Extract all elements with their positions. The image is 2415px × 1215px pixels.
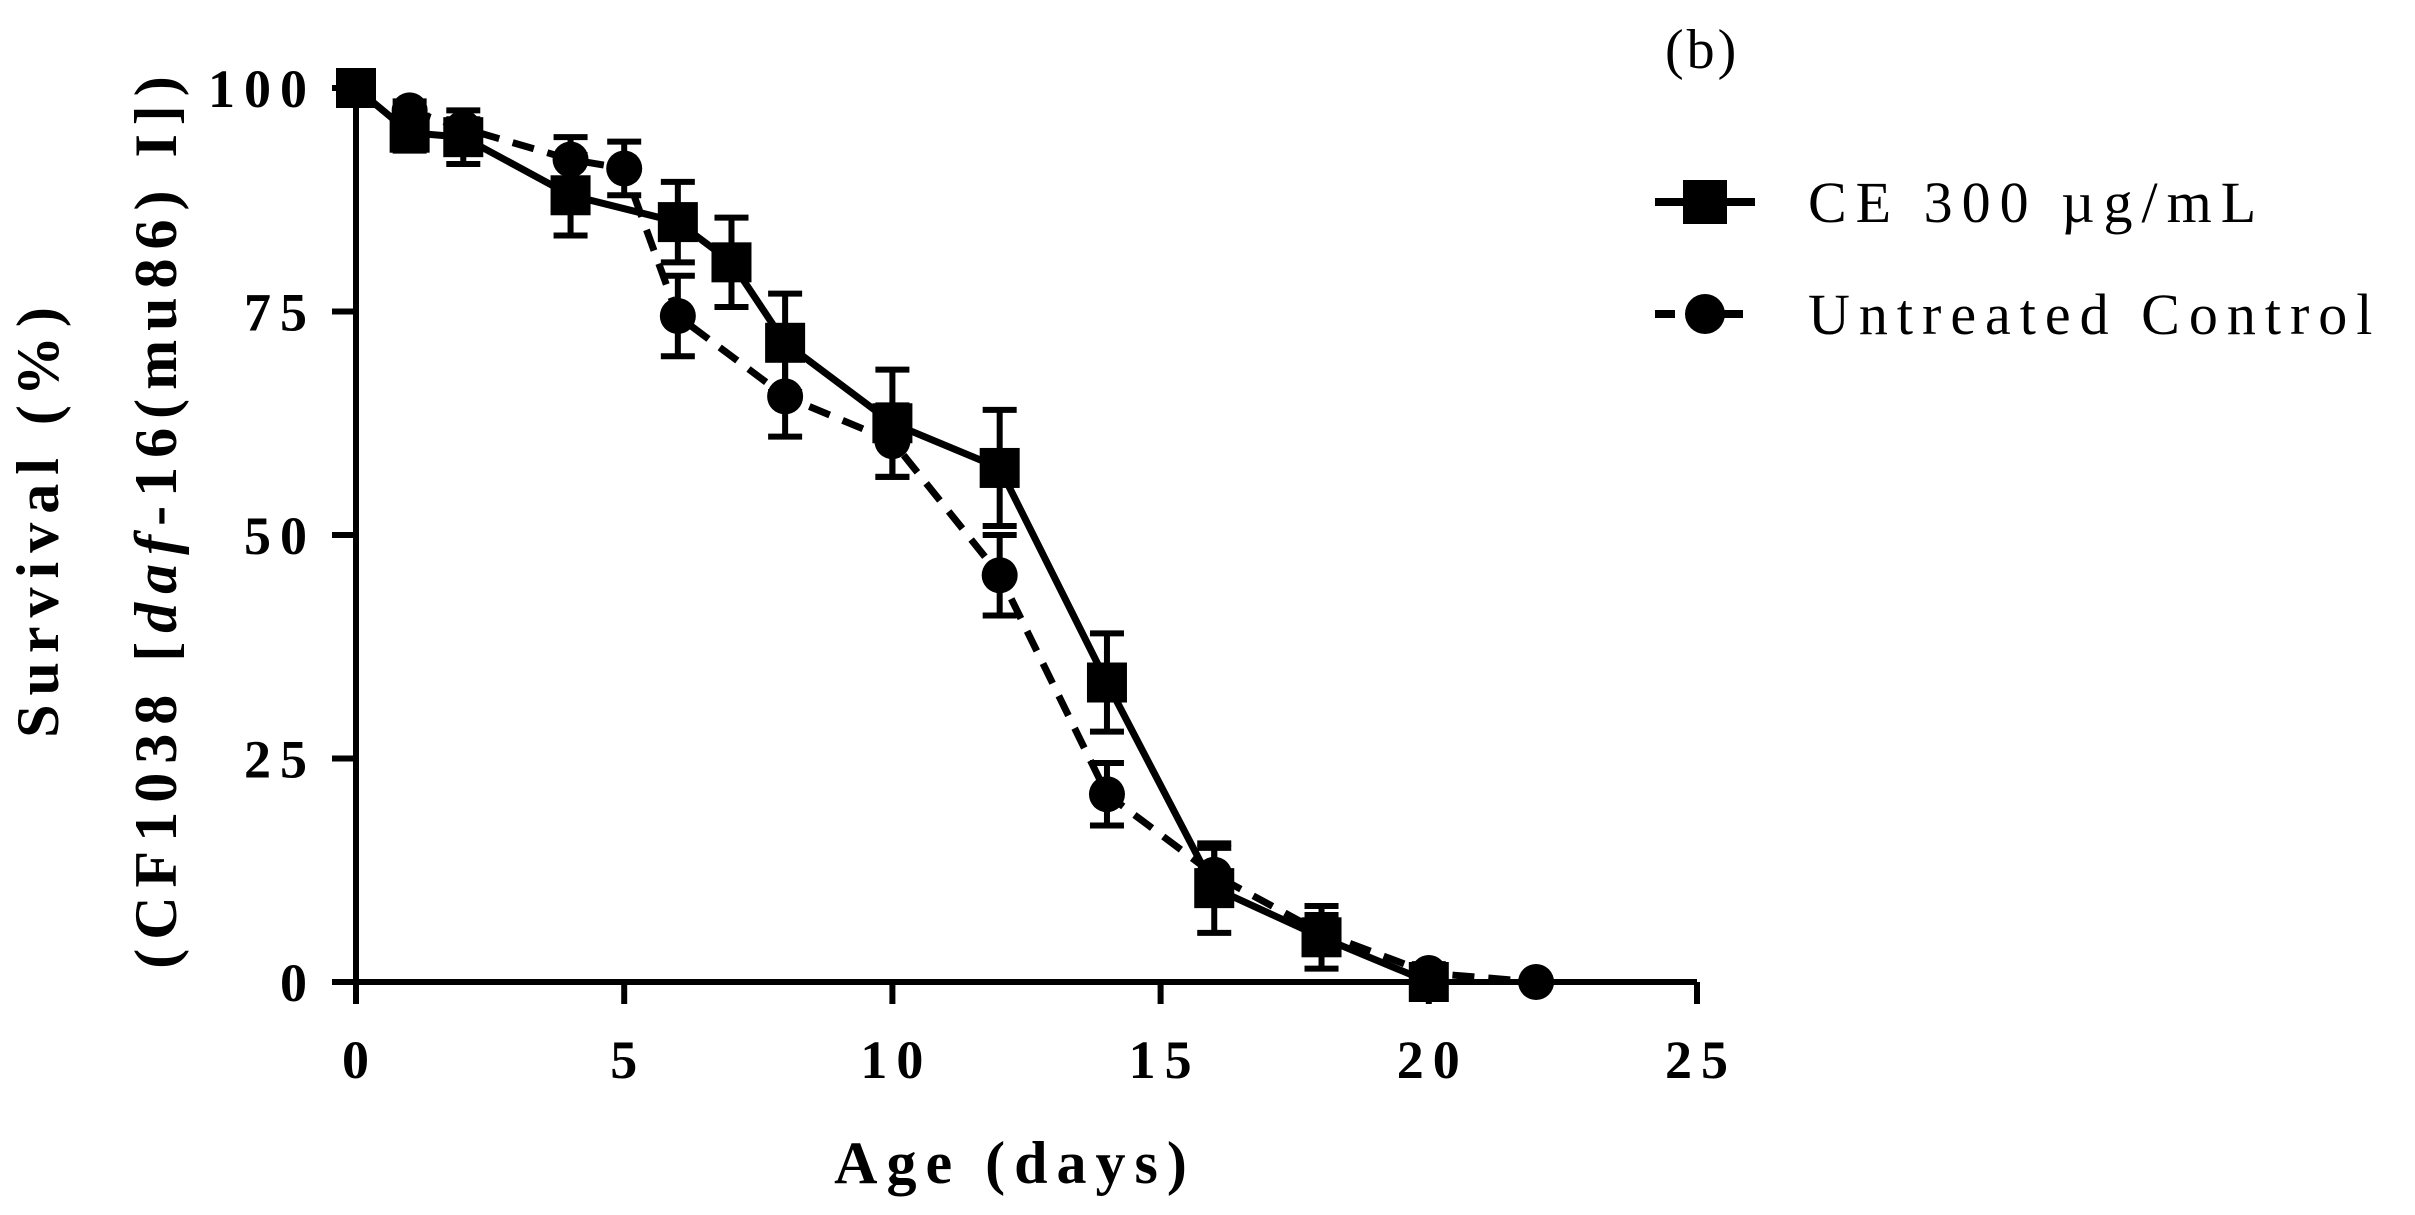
data-point-square bbox=[336, 68, 376, 108]
y-axis-title-prefix: (CF1038 [ bbox=[123, 633, 189, 969]
series-line-control bbox=[408, 107, 1537, 986]
data-point-square bbox=[979, 447, 1020, 488]
data-point-circle bbox=[981, 557, 1018, 594]
y-tick-label: 0 bbox=[280, 953, 316, 1013]
data-point-circle bbox=[659, 297, 696, 334]
y-tick-label: 50 bbox=[244, 506, 316, 566]
data-point-square bbox=[711, 242, 752, 283]
x-tick-label: 5 bbox=[610, 1030, 646, 1090]
x-tick-label: 10 bbox=[860, 1030, 932, 1090]
plot-area bbox=[336, 68, 1555, 1002]
y-axis-title-italic: daf bbox=[123, 526, 189, 633]
y-axis-title-line1: Survival (%) bbox=[5, 298, 71, 738]
data-point-square bbox=[657, 202, 698, 243]
x-tick-label: 25 bbox=[1665, 1030, 1737, 1090]
y-axis-title-line2: (CF1038 [daf-16(mu86) I]) bbox=[123, 67, 189, 969]
y-tick-label: 25 bbox=[244, 730, 316, 790]
panel-label: (b) bbox=[1665, 19, 1739, 81]
legend-entry-control: Untreated Control bbox=[1655, 282, 2381, 347]
data-point-square bbox=[1086, 662, 1127, 703]
data-point-circle bbox=[1518, 964, 1555, 1000]
data-point-circle bbox=[445, 110, 482, 147]
legend-entry-ce: CE 300 µg/mL bbox=[1655, 170, 2265, 235]
x-tick-label: 20 bbox=[1397, 1030, 1469, 1090]
data-point-circle bbox=[552, 141, 589, 178]
data-point-circle bbox=[606, 150, 643, 187]
x-tick-label: 15 bbox=[1129, 1030, 1201, 1090]
legend-label-ce: CE 300 µg/mL bbox=[1808, 170, 2265, 235]
y-tick-label: 100 bbox=[208, 59, 316, 119]
legend: CE 300 µg/mL Untreated Control bbox=[1655, 170, 2381, 347]
data-point-circle bbox=[1410, 955, 1447, 992]
legend-circle-marker bbox=[1685, 294, 1725, 334]
data-point-circle bbox=[767, 378, 804, 415]
series-control bbox=[391, 92, 1555, 1000]
data-point-circle bbox=[874, 423, 911, 460]
series-line-ce bbox=[353, 85, 1431, 986]
data-point-circle bbox=[1088, 776, 1125, 813]
data-point-circle bbox=[391, 92, 428, 129]
legend-square-marker bbox=[1683, 180, 1727, 224]
data-point-circle bbox=[1196, 856, 1233, 893]
y-axis-title-suffix: -16(mu86) I]) bbox=[123, 67, 189, 526]
x-axis-title: Age (days) bbox=[834, 1130, 1196, 1196]
series-ce bbox=[336, 68, 1449, 1002]
legend-label-control: Untreated Control bbox=[1808, 282, 2381, 347]
axes: 0 5 10 15 20 25 0 25 50 75 100 bbox=[208, 59, 1737, 1090]
y-tick-label: 75 bbox=[244, 283, 316, 343]
data-point-circle bbox=[1303, 914, 1340, 951]
x-tick-label: 0 bbox=[342, 1030, 378, 1090]
